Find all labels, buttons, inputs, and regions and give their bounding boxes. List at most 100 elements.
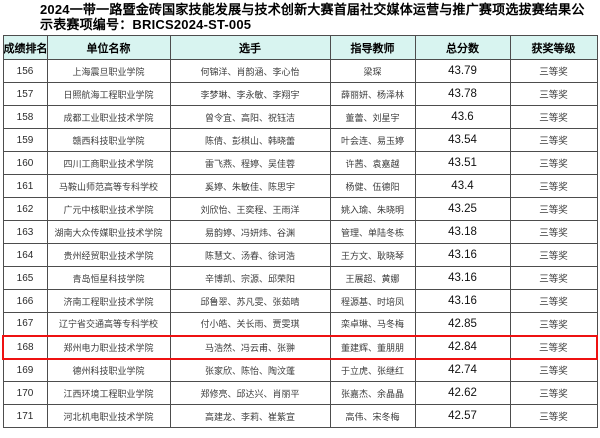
cell-unit: 郑州电力职业技术学院: [46, 334, 171, 360]
cell-unit: 德州科技职业学院: [46, 358, 171, 382]
table-row: 158 成都工业职业技术学院 曾令宜、高阳、祝钰洁 董蕾、刘星宇 43.6 三等奖: [2, 105, 598, 129]
cell-award: 三等奖: [509, 289, 598, 313]
cell-players: 何锦洋、肖韵涵、李心怡: [169, 59, 331, 83]
cell-rank: 162: [2, 197, 48, 221]
cell-players: 陈慧文、汤春、徐诃浩: [169, 243, 331, 267]
table-row: 170 江西环境工程职业学院 郑修亮、邱达兴、肖丽平 张嘉杰、余晶晶 42.62 三等奖: [2, 381, 598, 405]
cell-rank: 156: [2, 59, 48, 83]
column-header: 总分数: [414, 35, 511, 60]
cell-unit: 青岛恒星科技学院: [46, 266, 171, 290]
cell-players: 辛博凯、宗源、邱荣阳: [169, 266, 331, 290]
cell-unit: 四川工商职业技术学院: [46, 151, 171, 175]
cell-teachers: 栾卓琳、马冬梅: [329, 312, 416, 336]
table-row: 157 日照航海工程职业学院 李梦琳、李永敏、李翔宇 薛丽妍、杨泽林 43.78 三等奖: [2, 82, 598, 106]
cell-teachers: 王方文、耿晓琴: [329, 243, 416, 267]
column-header: 指导教师: [329, 35, 416, 60]
table-row: 163 湖南大众传媒职业技术学院 易韵婷、冯妍炜、谷渊 管理、单陆冬栋 43.18 三等奖: [2, 220, 598, 244]
cell-award: 三等奖: [509, 243, 598, 267]
cell-award: 三等奖: [509, 59, 598, 83]
cell-award: 三等奖: [509, 312, 598, 336]
cell-teachers: 叶会连、易玉婷: [329, 128, 416, 152]
cell-score: 43.16: [414, 243, 511, 267]
cell-award: 三等奖: [509, 105, 598, 129]
cell-players: 奚婷、朱敏佳、陈思宇: [169, 174, 331, 198]
cell-teachers: 薛丽妍、杨泽林: [329, 82, 416, 106]
cell-players: 郑修亮、邱达兴、肖丽平: [169, 381, 331, 405]
cell-rank: 158: [2, 105, 48, 129]
cell-score: 43.16: [414, 289, 511, 313]
cell-award: 三等奖: [509, 197, 598, 221]
cell-unit: 江西环境工程职业学院: [46, 381, 171, 405]
document-title: 2024一带一路暨金砖国家技能发展与技术创新大赛首届社交媒体运营与推广赛项选拔赛…: [40, 2, 585, 32]
cell-rank: 163: [2, 220, 48, 244]
table-row: 159 赣西科技职业学院 陈倩、彭棋山、韩晓蕾 叶会连、易玉婷 43.54 三等奖: [2, 128, 598, 152]
cell-teachers: 许茜、袁嘉越: [329, 151, 416, 175]
column-header: 获奖等级: [509, 35, 598, 60]
cell-score: 42.85: [414, 312, 511, 336]
table-row: 169 德州科技职业学院 张家欣、陈怡、陶汶蓬 于立虎、张继红 42.74 三等奖: [2, 358, 598, 382]
results-table: 成绩排名 单位名称 选手 指导教师 总分数 获奖等级 156 上海震旦职业学院 何锦洋、肖韵涵…: [2, 35, 598, 428]
cell-unit: 日照航海工程职业学院: [46, 82, 171, 106]
cell-unit: 辽宁省交通高等专科学校: [46, 312, 171, 336]
cell-teachers: 于立虎、张继红: [329, 358, 416, 382]
table-row: 166 济南工程职业技术学院 邱鲁翠、苏凡雯、张茹晴 程源基、时培凤 43.16 三等奖: [2, 289, 598, 313]
cell-award: 三等奖: [509, 151, 598, 175]
cell-rank: 164: [2, 243, 48, 267]
cell-score: 43.18: [414, 220, 511, 244]
cell-unit: 赣西科技职业学院: [46, 128, 171, 152]
cell-players: 马浩然、冯云甫、张翀: [169, 334, 331, 360]
cell-award: 三等奖: [509, 82, 598, 106]
cell-award: 三等奖: [509, 266, 598, 290]
cell-score: 42.57: [414, 404, 511, 428]
cell-score: 43.6: [414, 105, 511, 129]
cell-unit: 广元中核职业技术学院: [46, 197, 171, 221]
cell-award: 三等奖: [509, 174, 598, 198]
cell-score: 43.51: [414, 151, 511, 175]
cell-players: 曾令宜、高阳、祝钰洁: [169, 105, 331, 129]
table-row: 167 辽宁省交通高等专科学校 付小皓、关长雨、贾雯琪 栾卓琳、马冬梅 42.85 三等奖: [2, 312, 598, 336]
cell-rank: 160: [2, 151, 48, 175]
cell-players: 高建龙、李莉、崔紫宣: [169, 404, 331, 428]
cell-teachers: 程源基、时培凤: [329, 289, 416, 313]
table-row: 164 贵州经贸职业技术学院 陈慧文、汤春、徐诃浩 王方文、耿晓琴 43.16 三等奖: [2, 243, 598, 267]
cell-score: 43.79: [414, 59, 511, 83]
cell-teachers: 姚入瑜、朱晓明: [329, 197, 416, 221]
cell-rank: 168: [2, 334, 48, 360]
cell-players: 李梦琳、李永敏、李翔宇: [169, 82, 331, 106]
cell-score: 43.16: [414, 266, 511, 290]
cell-award: 三等奖: [509, 404, 598, 428]
table-header-row: 成绩排名 单位名称 选手 指导教师 总分数 获奖等级: [2, 35, 598, 60]
column-header: 单位名称: [46, 35, 171, 60]
cell-unit: 河北机电职业技术学院: [46, 404, 171, 428]
cell-unit: 贵州经贸职业技术学院: [46, 243, 171, 267]
table-row: 156 上海震旦职业学院 何锦洋、肖韵涵、李心怡 梁琛 43.79 三等奖: [2, 59, 598, 83]
table-row: 171 河北机电职业技术学院 高建龙、李莉、崔紫宣 高伟、宋冬梅 42.57 三等奖: [2, 404, 598, 428]
cell-teachers: 张嘉杰、余晶晶: [329, 381, 416, 405]
table-body: 156 上海震旦职业学院 何锦洋、肖韵涵、李心怡 梁琛 43.79 三等奖 157 日照航海工…: [2, 59, 598, 428]
cell-score: 42.62: [414, 381, 511, 405]
cell-teachers: 管理、单陆冬栋: [329, 220, 416, 244]
table-row-highlighted: 168 郑州电力职业技术学院 马浩然、冯云甫、张翀 董建辉、董朋朋 42.84 三等奖: [2, 334, 598, 360]
cell-score: 43.25: [414, 197, 511, 221]
cell-score: 43.54: [414, 128, 511, 152]
cell-teachers: 董蕾、刘星宇: [329, 105, 416, 129]
cell-rank: 161: [2, 174, 48, 198]
cell-players: 刘欣怡、王奕程、王雨洋: [169, 197, 331, 221]
cell-players: 邱鲁翠、苏凡雯、张茹晴: [169, 289, 331, 313]
cell-award: 三等奖: [509, 381, 598, 405]
cell-unit: 济南工程职业技术学院: [46, 289, 171, 313]
cell-teachers: 梁琛: [329, 59, 416, 83]
cell-award: 三等奖: [509, 220, 598, 244]
cell-rank: 169: [2, 358, 48, 382]
cell-score: 43.4: [414, 174, 511, 198]
cell-award: 三等奖: [509, 128, 598, 152]
cell-rank: 157: [2, 82, 48, 106]
cell-players: 付小皓、关长雨、贾雯琪: [169, 312, 331, 336]
table-row: 165 青岛恒星科技学院 辛博凯、宗源、邱荣阳 王展超、黄娜 43.16 三等奖: [2, 266, 598, 290]
cell-rank: 166: [2, 289, 48, 313]
table-row: 161 马鞍山师范高等专科学校 奚婷、朱敏佳、陈思宇 杨健、伍德阳 43.4 三等奖: [2, 174, 598, 198]
cell-score: 42.74: [414, 358, 511, 382]
cell-rank: 170: [2, 381, 48, 405]
cell-rank: 165: [2, 266, 48, 290]
cell-teachers: 王展超、黄娜: [329, 266, 416, 290]
